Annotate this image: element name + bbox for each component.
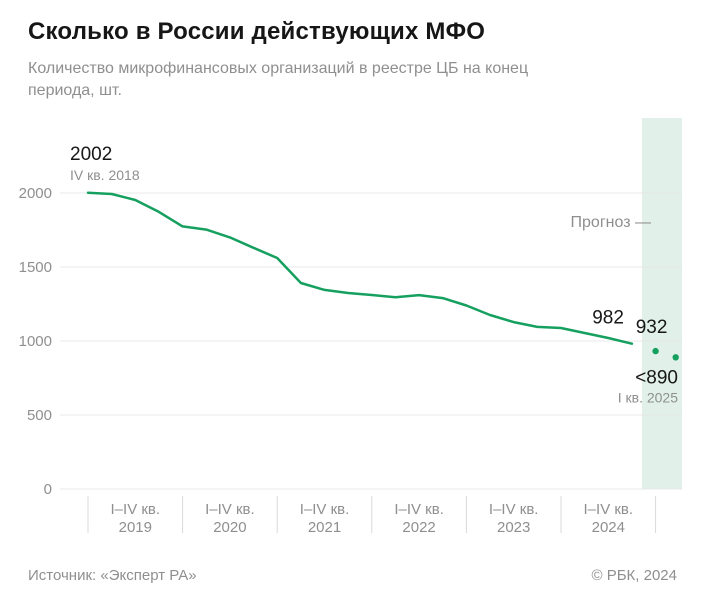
subtitle-line-1: Количество микрофинансовых организаций в… <box>28 60 529 77</box>
x-tick-label-quarters: I–IV кв. <box>584 501 634 518</box>
chart-footer: Источник: «Эксперт РА» © РБК, 2024 <box>28 567 677 584</box>
annotation-start-value: 2002 <box>70 144 112 165</box>
subtitle-line-2: периода, шт. <box>28 82 122 99</box>
y-tick-label: 1000 <box>19 333 52 350</box>
annotation-last-actual-value: 982 <box>592 308 624 329</box>
copyright: © РБК, 2024 <box>591 567 677 584</box>
forecast-region-label: Прогноз — <box>571 214 651 231</box>
forecast-dot <box>652 347 659 355</box>
y-tick-label: 1500 <box>19 259 52 276</box>
x-tick-label-year: 2021 <box>308 519 341 536</box>
forecast-value-label-932: 932 <box>636 317 668 338</box>
forecast-period-label: I кв. 2025 <box>618 389 678 405</box>
x-tick-label-year: 2024 <box>592 519 625 536</box>
x-tick-label-quarters: I–IV кв. <box>205 501 255 518</box>
source-credit: Источник: «Эксперт РА» <box>28 567 197 584</box>
page-subtitle: Количество микрофинансовых организаций в… <box>28 58 675 102</box>
x-tick-label-year: 2023 <box>497 519 530 536</box>
forecast-dot <box>672 354 679 361</box>
x-tick-label-quarters: I–IV кв. <box>489 501 539 518</box>
chart-header: Сколько в России действующих МФО Количес… <box>28 18 675 102</box>
x-tick-label-quarters: I–IV кв. <box>394 501 444 518</box>
y-tick-label: 0 <box>44 481 52 498</box>
y-tick-label: 2000 <box>19 185 52 202</box>
page-title: Сколько в России действующих МФО <box>28 18 486 45</box>
forecast-value-label-890: <890 <box>635 367 678 388</box>
x-tick-label-quarters: I–IV кв. <box>300 501 350 518</box>
x-tick-label-quarters: I–IV кв. <box>111 501 161 518</box>
series-line-actual <box>86 191 634 345</box>
x-tick-label-year: 2020 <box>213 519 246 536</box>
annotation-start-period: IV кв. 2018 <box>70 167 140 183</box>
forecast-band <box>642 118 682 489</box>
y-tick-label: 500 <box>27 407 52 424</box>
x-tick-label-year: 2022 <box>402 519 435 536</box>
x-tick-label-year: 2019 <box>119 519 152 536</box>
